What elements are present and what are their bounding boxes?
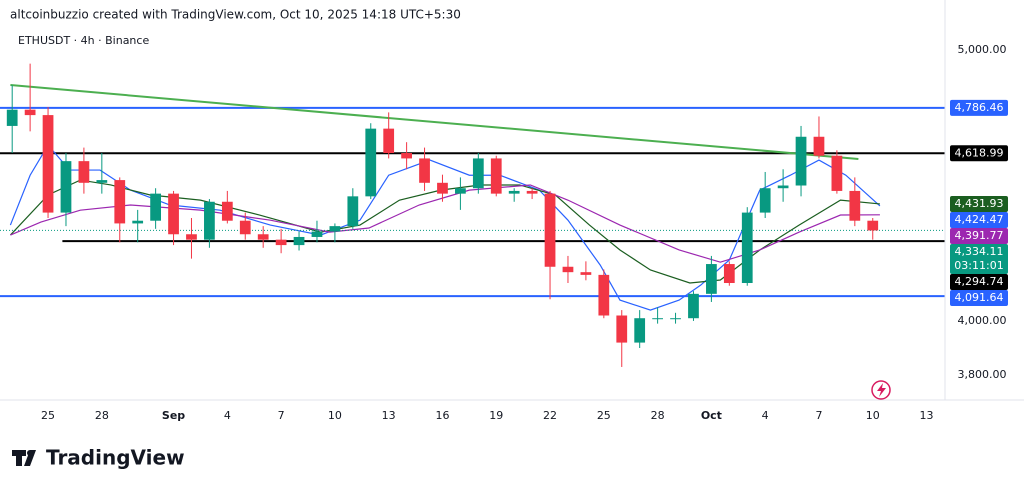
- price-label: 4,294.74: [955, 275, 1004, 288]
- candle-body: [741, 212, 753, 284]
- candle-body: [472, 158, 484, 189]
- chart-title: ETHUSDT · 4h · Binance: [18, 34, 149, 47]
- candle-body: [78, 161, 90, 183]
- candle-body: [6, 109, 18, 126]
- candle-body: [795, 136, 807, 186]
- candle-body: [132, 220, 144, 224]
- candle-body: [867, 220, 879, 231]
- candle-body: [275, 239, 287, 246]
- candle-body: [24, 109, 36, 116]
- candle-body: [437, 182, 448, 194]
- candle-body: [831, 155, 843, 191]
- candle-body: [311, 231, 323, 237]
- x-tick-label: 25: [597, 409, 611, 422]
- price-label: 4,091.64: [955, 291, 1004, 304]
- x-tick-label: 13: [382, 409, 396, 422]
- candle-body: [544, 193, 556, 267]
- candle-body: [526, 190, 538, 194]
- candle-body: [777, 185, 789, 189]
- candle-body: [688, 293, 699, 319]
- trendline: [10, 84, 859, 160]
- moving-average: [10, 184, 880, 263]
- price-label: 4,786.46: [955, 101, 1004, 114]
- candle-body: [616, 315, 628, 343]
- brand-logo: [12, 450, 36, 466]
- price-label-box: [950, 243, 1008, 274]
- price-label-box: [950, 99, 1008, 116]
- candle-body: [723, 264, 735, 284]
- price-label: 4,334.11: [955, 245, 1004, 258]
- x-tick-label: 16: [435, 409, 449, 422]
- price-label: 4,618.99: [955, 146, 1004, 159]
- candle-body: [293, 236, 305, 246]
- candle-body: [419, 158, 430, 183]
- candle-body: [706, 264, 717, 294]
- candle-body: [562, 266, 574, 273]
- x-tick-label: 13: [920, 409, 934, 422]
- candle-body: [42, 115, 54, 213]
- credit: altcoinbuzzio created with TradingView.c…: [10, 8, 461, 22]
- x-tick-label: Sep: [162, 409, 185, 422]
- x-tick-label: 7: [815, 409, 822, 422]
- price-label: 4,424.47: [955, 213, 1004, 226]
- x-tick-label: 28: [651, 409, 665, 422]
- y-tick-label: 4,000.00: [958, 314, 1007, 327]
- y-tick-label: 3,800.00: [958, 368, 1007, 381]
- price-label-box: [950, 145, 1008, 162]
- x-tick-label: 10: [328, 409, 342, 422]
- candle-body: [257, 234, 269, 240]
- candle-body: [365, 128, 377, 197]
- candle-body: [114, 180, 126, 224]
- candle-body: [168, 193, 179, 235]
- candle-body: [96, 180, 108, 183]
- price-label-box: [950, 289, 1008, 306]
- candle-body: [580, 272, 592, 275]
- candle-body: [347, 196, 359, 227]
- candle-body: [849, 190, 861, 221]
- x-tick-label: 7: [278, 409, 285, 422]
- candle-body: [329, 226, 341, 232]
- x-tick-label: 4: [762, 409, 769, 422]
- brand: TradingView: [46, 446, 185, 470]
- price-label: 4,431.93: [955, 197, 1004, 210]
- candle-body: [401, 153, 412, 159]
- candle-body: [455, 188, 466, 194]
- price-label: 4,391.77: [955, 229, 1004, 242]
- candle-body: [221, 201, 233, 221]
- countdown: 03:11:01: [954, 259, 1003, 272]
- x-tick-label: 28: [95, 409, 109, 422]
- candle-body: [490, 158, 502, 194]
- candle-body: [60, 161, 72, 213]
- candle-body: [186, 234, 197, 240]
- candle-body: [670, 318, 681, 320]
- x-tick-label: 4: [224, 409, 231, 422]
- price-label-box: [950, 273, 1008, 290]
- price-label-box: [950, 211, 1008, 228]
- price-label-box: [950, 195, 1008, 212]
- x-tick-label: Oct: [701, 409, 722, 422]
- bolt-icon: [871, 380, 891, 400]
- candle-body: [508, 190, 520, 194]
- y-tick-label: 5,000.00: [958, 43, 1007, 56]
- price-label-box: [950, 227, 1008, 244]
- candle-body: [759, 188, 771, 213]
- x-tick-label: 10: [866, 409, 880, 422]
- candle-body: [239, 220, 251, 235]
- x-tick-label: 22: [543, 409, 557, 422]
- candle-body: [383, 128, 395, 154]
- x-tick-label: 19: [489, 409, 503, 422]
- candle-body: [598, 274, 610, 316]
- candle-body: [204, 201, 215, 240]
- candle-body: [813, 136, 825, 156]
- candle-body: [634, 318, 646, 343]
- candle-body: [652, 318, 663, 320]
- candle-body: [150, 193, 161, 221]
- x-tick-label: 25: [41, 409, 55, 422]
